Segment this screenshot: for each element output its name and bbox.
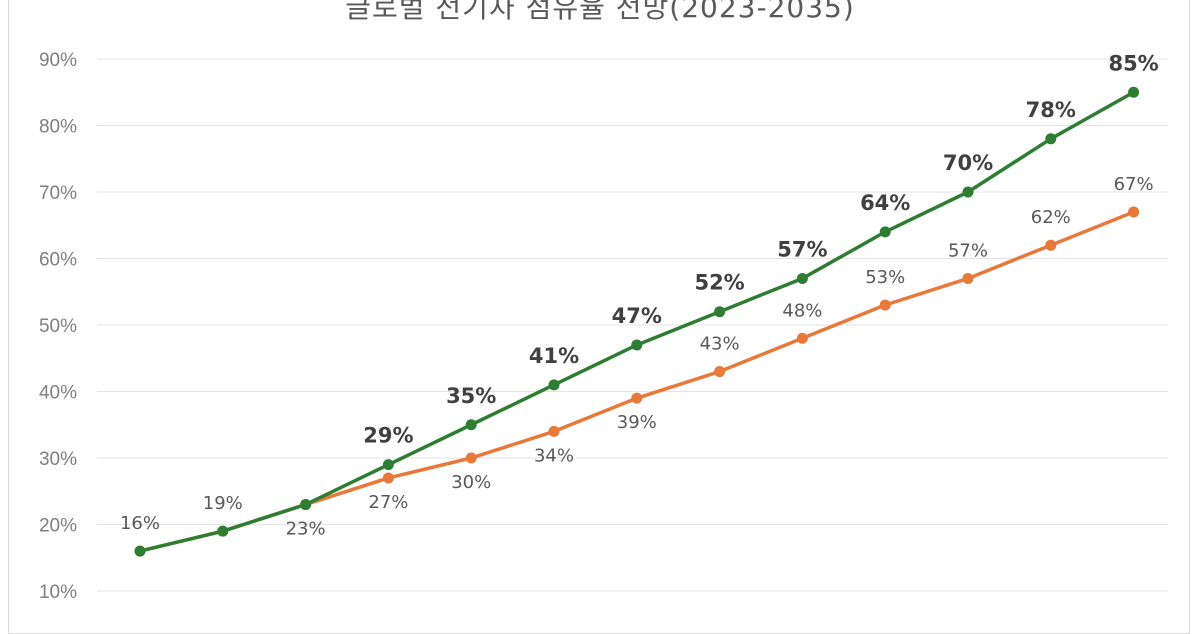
data-label: 41% — [529, 344, 579, 368]
y-tick-label: 70% — [39, 183, 77, 204]
data-label: 57% — [948, 240, 988, 261]
data-point — [879, 226, 891, 238]
data-point — [714, 366, 726, 378]
data-point — [631, 392, 643, 404]
data-label: 35% — [446, 384, 496, 408]
chart-title: 글로벌 전기차 점유율 전망(2023-2035) — [345, 0, 855, 24]
data-point — [300, 499, 312, 511]
series-line — [139, 210, 1135, 553]
data-point — [714, 306, 726, 318]
data-point — [382, 459, 394, 471]
data-label: 34% — [534, 445, 574, 466]
data-point — [879, 299, 891, 311]
gridlines — [97, 58, 1168, 592]
y-tick-label: 50% — [39, 316, 77, 337]
data-point — [548, 379, 560, 391]
data-label: 48% — [782, 300, 822, 321]
data-point — [962, 272, 974, 284]
data-point — [217, 525, 229, 537]
data-label: 85% — [1108, 51, 1158, 75]
y-tick-label: 40% — [39, 383, 77, 404]
data-point — [1128, 86, 1140, 98]
data-point — [796, 272, 808, 284]
data-point — [134, 545, 146, 557]
y-tick-label: 30% — [39, 449, 77, 470]
data-label: 62% — [1031, 207, 1071, 228]
data-label: 27% — [368, 492, 408, 513]
data-label: 16% — [120, 513, 160, 534]
y-tick-label: 10% — [39, 582, 77, 603]
data-point — [465, 452, 477, 464]
data-point — [1045, 133, 1057, 145]
data-label: 67% — [1114, 174, 1154, 195]
data-point — [631, 339, 643, 351]
data-label: 64% — [860, 191, 910, 215]
data-point — [465, 419, 477, 431]
data-label: 43% — [700, 334, 740, 355]
y-axis-ticks: 10% 20% 30% 40% 50% 60% 70% 80% 90% — [39, 50, 77, 603]
y-tick-label: 20% — [39, 516, 77, 537]
data-label: 52% — [694, 271, 744, 295]
data-label: 57% — [777, 237, 827, 261]
data-label: 78% — [1026, 98, 1076, 122]
data-label: 30% — [451, 472, 491, 493]
data-point — [382, 472, 394, 484]
data-points — [134, 86, 1140, 557]
data-label: 53% — [865, 267, 905, 288]
data-point — [548, 425, 560, 437]
data-point — [796, 332, 808, 344]
data-label: 29% — [363, 424, 413, 448]
data-label: 39% — [617, 412, 657, 433]
data-label: 23% — [286, 519, 326, 540]
data-label: 47% — [612, 304, 662, 328]
data-label: 19% — [203, 493, 243, 514]
data-labels: 29% 35% 41% 47% 52% 57% 64% 70% 78% 85% 16% 19% 23% 2… — [120, 51, 1159, 539]
data-point — [962, 186, 974, 198]
y-tick-label: 80% — [39, 117, 77, 138]
y-tick-label: 90% — [39, 50, 77, 71]
data-point — [1045, 239, 1057, 251]
data-point — [1128, 206, 1140, 218]
y-tick-label: 60% — [39, 250, 77, 271]
data-label: 70% — [943, 151, 993, 175]
